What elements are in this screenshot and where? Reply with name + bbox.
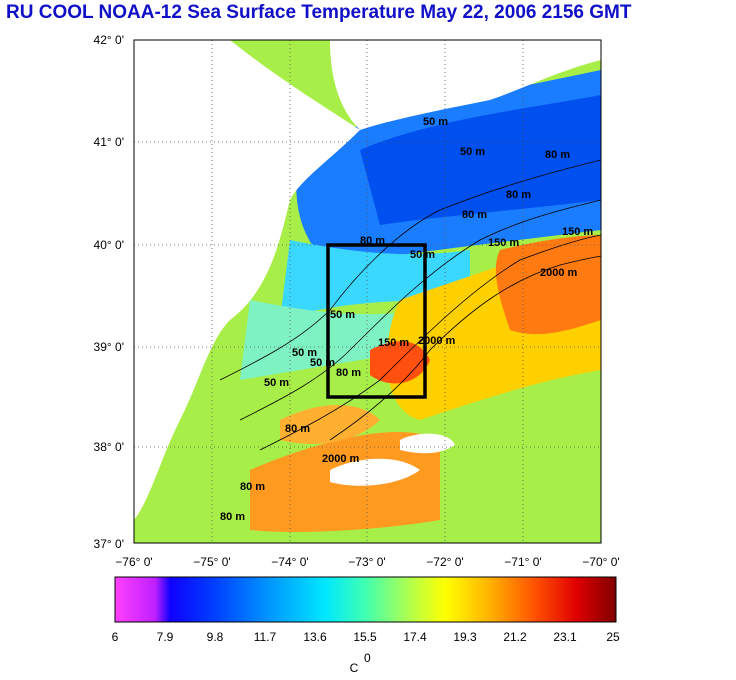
contour-label: 150 m: [378, 337, 409, 349]
colorbar: 6 7.9 9.8 11.7 13.6 15.5 17.4 19.3 21.2 …: [112, 576, 620, 675]
map-title: RU COOL NOAA-12 Sea Surface Temperature …: [6, 2, 632, 23]
lat-label: 42° 0': [94, 33, 124, 47]
lat-label: 38° 0': [94, 440, 124, 454]
map-frame: [133, 39, 602, 544]
colorbar-tick: 25: [606, 630, 620, 644]
colorbar-tick: 7.9: [157, 630, 174, 644]
lat-label: 40° 0': [94, 238, 124, 252]
colorbar-tick: 23.1: [553, 630, 577, 644]
colorbar-ramp: [114, 576, 617, 623]
colorbar-tick: 15.5: [353, 630, 377, 644]
contour-label: 80 m: [285, 423, 310, 435]
contour-labels: 50 m 50 m 80 m 80 m 80 m 80 m 150 m 150 …: [220, 116, 593, 523]
study-area-box: [326, 243, 427, 399]
contour-label: 2000 m: [540, 267, 578, 279]
contour-label: 50 m: [460, 146, 485, 158]
colorbar-tick: 19.3: [453, 630, 477, 644]
lat-label: 39° 0': [94, 340, 124, 354]
lon-label: −74° 0': [271, 555, 308, 569]
contour-label: 50 m: [292, 347, 317, 359]
contour-label: 150 m: [488, 237, 519, 249]
contour-label: 50 m: [423, 116, 448, 128]
contour-label: 80 m: [336, 367, 361, 379]
contour-label: 50 m: [310, 357, 335, 369]
colorbar-tick: 9.8: [207, 630, 224, 644]
colorbar-unit-superscript: 0: [364, 651, 371, 665]
lon-label: −76° 0': [115, 555, 152, 569]
contour-label: 80 m: [220, 511, 245, 523]
contour-label: 2000 m: [418, 335, 456, 347]
contour-label: 150 m: [562, 226, 593, 238]
contour-label: 80 m: [462, 209, 487, 221]
contour-label: 80 m: [506, 189, 531, 201]
colorbar-tick: 13.6: [303, 630, 327, 644]
lon-label: −75° 0': [193, 555, 230, 569]
contour-label: 80 m: [545, 149, 570, 161]
contour-label: 50 m: [410, 249, 435, 261]
lon-label: −70° 0': [582, 555, 619, 569]
colorbar-tick: 21.2: [503, 630, 527, 644]
contour-label: 80 m: [240, 481, 265, 493]
lat-axis: 42° 0' 41° 0' 40° 0' 39° 0' 38° 0' 37° 0…: [94, 33, 124, 551]
lon-label: −72° 0': [426, 555, 463, 569]
colorbar-tick: 17.4: [403, 630, 427, 644]
lon-label: −71° 0': [504, 555, 541, 569]
lon-axis: −76° 0' −75° 0' −74° 0' −73° 0' −72° 0' …: [115, 555, 619, 569]
contour-label: 50 m: [330, 309, 355, 321]
contour-label: 50 m: [264, 377, 289, 389]
contour-label: 2000 m: [322, 453, 360, 465]
sst-field: [134, 40, 601, 543]
colorbar-tick: 6: [112, 630, 119, 644]
colorbar-tick: 11.7: [254, 630, 277, 644]
lon-label: −73° 0': [348, 555, 385, 569]
lat-label: 37° 0': [94, 537, 124, 551]
contour-label: 80 m: [360, 235, 385, 247]
colorbar-unit: C: [350, 661, 359, 675]
lat-label: 41° 0': [94, 135, 124, 149]
